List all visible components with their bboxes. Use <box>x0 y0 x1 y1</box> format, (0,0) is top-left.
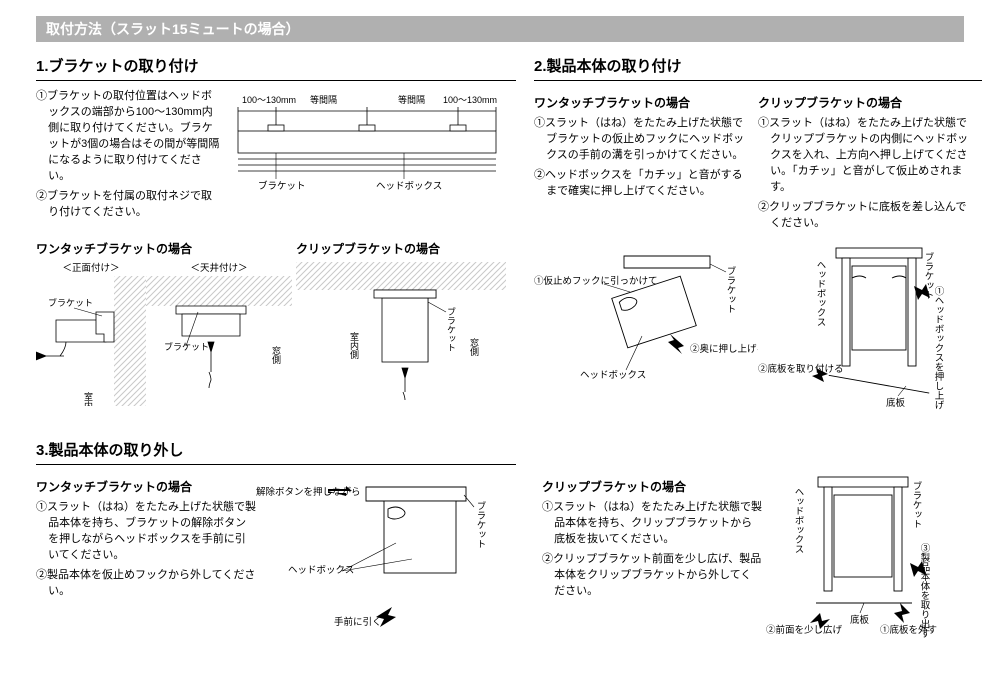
sec1-ceil-bracket-lbl: ブラケット <box>164 341 209 352</box>
sec2-ot-hook: ①仮止めフックに引っかけて <box>534 275 658 287</box>
sec2-clip-diagram: ①ヘッドボックスを押し上げて ②底板を取り付ける ヘッドボックス ブラケット 底… <box>758 242 982 410</box>
sec2-clip-bottom-lbl: 底板 <box>886 397 906 409</box>
sec1-ceiling-mount-diagram: ＜天井付け＞ ブラケット 窓側 <box>146 262 292 406</box>
sec3-onetouch-step-2: ②製品本体を仮止めフックから外してください。 <box>36 568 256 600</box>
dim-right: 100〜130mm <box>443 95 497 105</box>
sec1-clip-bracket-lbl: ブラケット <box>446 306 456 352</box>
sec2-onetouch-heading: ワンタッチブラケットの場合 <box>534 95 752 112</box>
sec3-clip-remove-bottom: ①底板を外す <box>880 624 937 636</box>
sec3-clip-step-1: ①スラット（はね）をたたみ上げた状態で製品本体を持ち、クリップブラケットから底板… <box>542 500 762 548</box>
sec1-ceil-window: 窓側 <box>271 345 281 364</box>
sec1-front-bracket-lbl: ブラケット <box>48 297 93 308</box>
sec1-front-mount-diagram: ＜正面付け＞ ブラケット 室内側 <box>36 262 146 406</box>
dim-eq1: 等間隔 <box>310 94 337 105</box>
section-2-heading: 2.製品本体の取り付け <box>534 56 982 81</box>
sec3-ot-release: 解除ボタンを押しながら <box>256 486 361 498</box>
sec2-clip-heading: クリップブラケットの場合 <box>758 95 976 112</box>
section-1: 1.ブラケットの取り付け ①ブラケットの取付位置はヘッドボックスの端部から100… <box>36 56 516 410</box>
section-1-heading: 1.ブラケットの取り付け <box>36 56 516 81</box>
sec1-onetouch-heading: ワンタッチブラケットの場合 <box>36 241 296 258</box>
sec3-clip-step-2: ②クリップブラケット前面を少し広げ、製品本体をクリップブラケットから外してくださ… <box>542 552 762 600</box>
sec1-clip-heading: クリップブラケットの場合 <box>296 241 516 258</box>
sec2-clip-headbox-lbl: ヘッドボックス <box>815 260 827 327</box>
sec3-onetouch-heading: ワンタッチブラケットの場合 <box>36 479 256 496</box>
sec2-ot-headbox: ヘッドボックス <box>580 370 646 381</box>
dim-eq2: 等間隔 <box>398 94 425 105</box>
sec2-ot-push: ②奥に押し上げる <box>690 343 758 355</box>
sec2-clip-steps: ①スラット（はね）をたたみ上げた状態でクリップブラケットの内側にヘッドボックスを… <box>758 116 976 232</box>
sec1-front-indoor: 室内側 <box>83 391 93 406</box>
sec3-onetouch-step-1: ①スラット（はね）をたたみ上げた状態で製品本体を持ち、ブラケットの解除ボタンを押… <box>36 500 256 564</box>
sec3-onetouch-diagram: 解除ボタンを押しながら ヘッドボックス ブラケット 手前に引く <box>256 473 516 643</box>
top-row: 1.ブラケットの取り付け ①ブラケットの取付位置はヘッドボックスの端部から100… <box>36 56 964 410</box>
sec1-clip-window: 窓側 <box>469 337 479 356</box>
sec3-clip-steps: ①スラット（はね）をたたみ上げた状態で製品本体を持ち、クリップブラケットから底板… <box>542 500 762 600</box>
sec3-ot-pull: 手前に引く <box>334 616 382 628</box>
sec2-onetouch-steps: ①スラット（はね）をたたみ上げた状態でブラケットの仮止めフックにヘッドボックスの… <box>534 116 752 200</box>
sec2-onetouch-step-1: ①スラット（はね）をたたみ上げた状態でブラケットの仮止めフックにヘッドボックスの… <box>534 116 752 164</box>
section-1-steps: ①ブラケットの取付位置はヘッドボックスの端部から100〜130mm内側に取り付け… <box>36 89 222 221</box>
dim-left: 100〜130mm <box>242 95 296 105</box>
sec2-ot-bracket: ブラケット <box>725 265 737 313</box>
sec2-clip-attach: ②底板を取り付ける <box>758 363 844 375</box>
section-1-step-2: ②ブラケットを付属の取付ネジで取り付けてください。 <box>36 189 222 221</box>
lbl-headbox-top: ヘッドボックス <box>376 181 442 192</box>
sec3-onetouch-steps: ①スラット（はね）をたたみ上げた状態で製品本体を持ち、ブラケットの解除ボタンを押… <box>36 500 256 600</box>
section-1-step-1: ①ブラケットの取付位置はヘッドボックスの端部から100〜130mm内側に取り付け… <box>36 89 222 185</box>
sec2-onetouch-step-2: ②ヘッドボックスを「カチッ」と音がするまで確実に押し上げてください。 <box>534 168 752 200</box>
sec3-clip-heading: クリップブラケットの場合 <box>542 479 762 496</box>
sec2-clip-step-2: ②クリップブラケットに底板を差し込んでください。 <box>758 200 976 232</box>
lbl-bracket-top: ブラケット <box>258 180 306 192</box>
section-2: 2.製品本体の取り付け ワンタッチブラケットの場合 ①スラット（はね）をたたみ上… <box>534 56 982 410</box>
sec1-clip-indoor: 室内側 <box>349 331 359 359</box>
sec2-clip-bracket-lbl: ブラケット <box>923 251 935 299</box>
sec3-clip-remove-body: ③製品本体を取り出す <box>919 543 931 638</box>
sec3-clip-open: ②前面を少し広げ <box>766 624 843 636</box>
sec3-clip-bottom-lbl: 底板 <box>850 614 870 626</box>
sec3-clip-bracket-lbl: ブラケット <box>911 480 923 528</box>
sec3-ot-bracket: ブラケット <box>475 500 487 548</box>
sec2-clip-step-1: ①スラット（はね）をたたみ上げた状態でクリップブラケットの内側にヘッドボックスを… <box>758 116 976 196</box>
sec1-clip-diagram: ブラケット 室内側 窓側 <box>296 262 506 408</box>
sec1-front-label: ＜正面付け＞ <box>36 262 146 276</box>
section-3: 3.製品本体の取り外し ワンタッチブラケットの場合 ①スラット（はね）をたたみ上… <box>36 440 964 643</box>
sec3-clip-diagram: ヘッドボックス ブラケット ③製品本体を取り出す ②前面を少し広げ ①底板を外す… <box>762 473 962 643</box>
section-1-top-diagram: 100〜130mm 等間隔 等間隔 100〜130mm ブラケット ヘッドボック… <box>228 89 508 225</box>
sec1-ceiling-label: ＜天井付け＞ <box>146 262 292 276</box>
sec2-onetouch-diagram: ①仮止めフックに引っかけて ②奥に押し上げる ヘッドボックス ブラケット <box>534 242 758 392</box>
title-bar: 取付方法（スラット15ミュートの場合） <box>36 16 964 42</box>
sec2-clip-push: ①ヘッドボックスを押し上げて <box>933 286 945 410</box>
sec3-clip-headbox-lbl: ヘッドボックス <box>793 487 805 554</box>
section-3-heading: 3.製品本体の取り外し <box>36 440 516 465</box>
